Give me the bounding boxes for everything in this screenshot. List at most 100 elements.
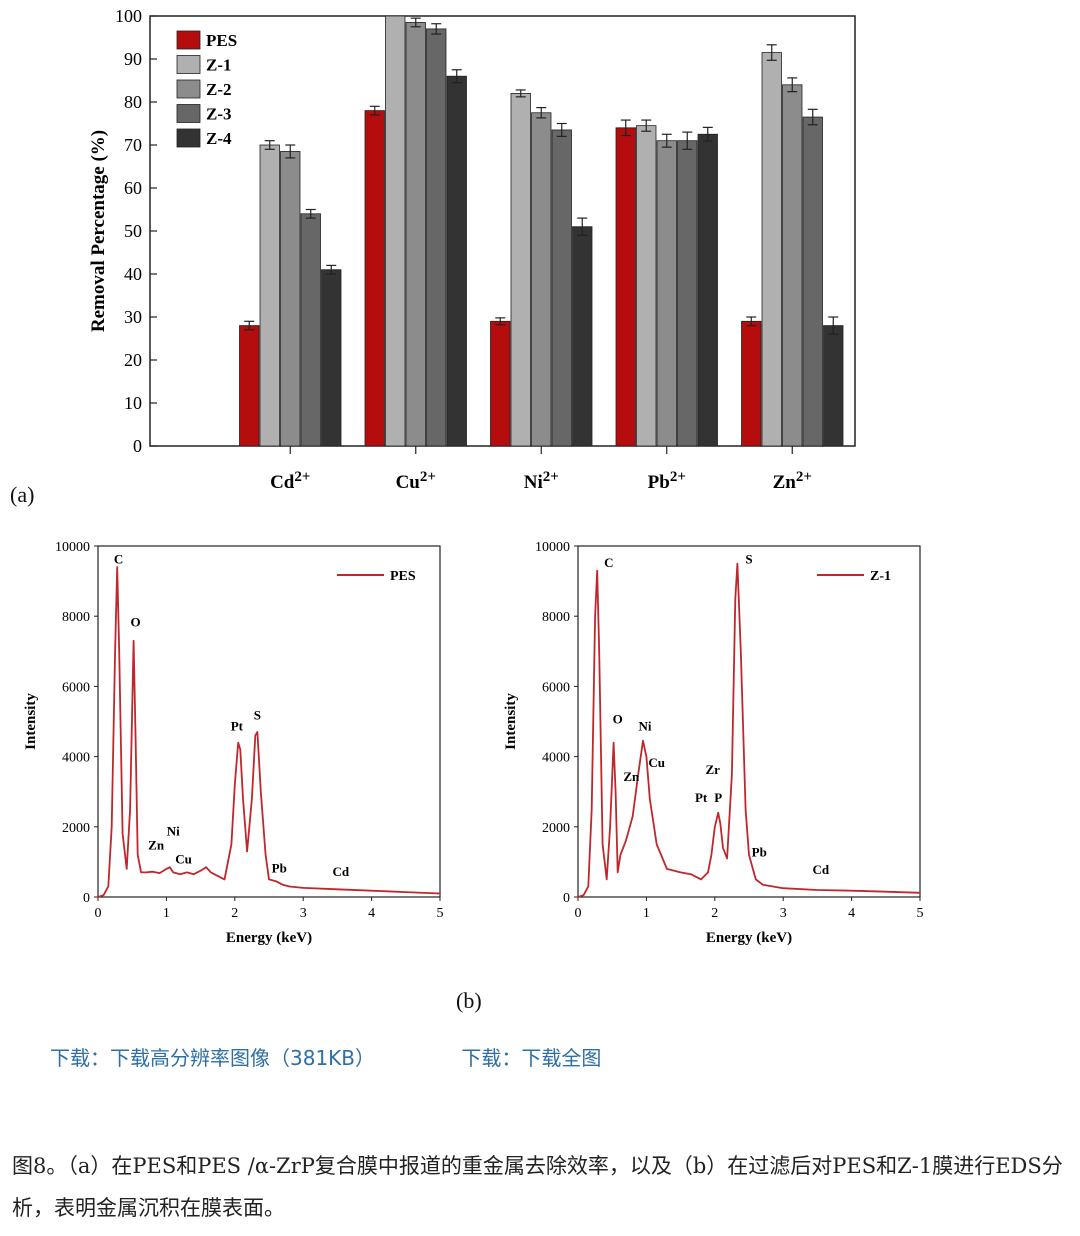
y-tick-label: 90 xyxy=(124,49,142,69)
spectrum-line xyxy=(97,566,441,898)
peak-label-s: S xyxy=(254,708,261,723)
peak-label-s: S xyxy=(745,552,752,567)
x-tick-label: 4 xyxy=(368,906,375,921)
legend-swatch-z-2 xyxy=(176,79,201,99)
y-tick-label: 0 xyxy=(83,891,90,906)
peak-label-pt: Pt xyxy=(231,718,244,733)
download-hires-link[interactable]: 下载：下载高分辨率图像（381KB） xyxy=(50,1046,376,1070)
peak-label-o: O xyxy=(613,711,623,726)
bar-z-4 xyxy=(572,226,593,447)
y-tick-label: 2000 xyxy=(542,821,570,836)
bar-z-1 xyxy=(636,125,657,447)
bar-z-3 xyxy=(300,213,321,447)
bar-z-2 xyxy=(531,112,552,447)
peak-label-cu: Cu xyxy=(175,852,192,867)
bar-z-3 xyxy=(677,140,698,447)
peak-label-pb: Pb xyxy=(752,845,767,860)
category-label-cu: Cu2+ xyxy=(396,469,436,493)
spectrum-line xyxy=(577,562,921,898)
bar-z-1 xyxy=(761,52,782,447)
x-tick-label: 5 xyxy=(437,906,444,921)
y-tick-label: 2000 xyxy=(62,821,90,836)
bar-z-3 xyxy=(802,116,823,447)
x-tick-label: 3 xyxy=(300,906,307,921)
category-label-cd: Cd2+ xyxy=(270,469,310,493)
peak-label-cu: Cu xyxy=(648,755,665,770)
legend-label-z-1: Z-1 xyxy=(206,56,232,75)
legend-label-z-4: Z-4 xyxy=(206,129,232,148)
x-tick-label: 4 xyxy=(848,906,855,921)
bar-pes xyxy=(490,320,511,447)
legend-swatch-z-1 xyxy=(176,55,201,74)
x-tick-label: 2 xyxy=(231,906,238,921)
y-tick-label: 10000 xyxy=(55,540,90,555)
y-tick-label: 100 xyxy=(115,6,142,26)
peak-label-ni: Ni xyxy=(639,718,652,733)
y-tick-label: 0 xyxy=(133,436,142,456)
panel-label-b: (b) xyxy=(456,988,482,1013)
legend-swatch-z-3 xyxy=(176,104,201,123)
x-tick-label: 1 xyxy=(163,906,170,921)
bar-z-4 xyxy=(446,75,467,447)
peak-label-cd: Cd xyxy=(333,864,350,879)
x-tick-label: 2 xyxy=(711,906,718,921)
bar-pes xyxy=(615,127,636,447)
legend-label-pes: PES xyxy=(206,31,237,50)
panel-label-a: (a) xyxy=(10,482,35,507)
peak-label-pb: Pb xyxy=(272,860,287,875)
bar-chart: 0 10 20 30 40 50 60 70 80 90 100 Removal Percentage… xyxy=(88,6,856,493)
bar-pes xyxy=(239,325,260,447)
bar-z-1 xyxy=(385,15,406,447)
bar-z-2 xyxy=(280,151,301,447)
y-tick-label: 30 xyxy=(124,307,142,327)
peak-label-pt: Pt xyxy=(695,790,708,805)
peak-label-c: C xyxy=(114,552,123,567)
y-tick-label: 6000 xyxy=(62,680,90,695)
y-tick-label: 4000 xyxy=(62,751,90,766)
y-tick-label: 60 xyxy=(124,178,142,198)
y-axis-label: Removal Percentage (%) xyxy=(88,130,109,332)
legend: PES Z-1 Z-2 Z-3 Z-4 xyxy=(176,30,237,148)
peak-label-p: P xyxy=(714,790,722,805)
peak-label-zr: Zr xyxy=(706,762,721,777)
legend-label-z-3: Z-3 xyxy=(206,105,232,124)
x-tick-label: 1 xyxy=(643,906,650,921)
peak-label-cd: Cd xyxy=(813,862,830,877)
y-tick-label: 0 xyxy=(563,891,570,906)
plot-frame xyxy=(577,545,921,898)
y-axis-label: Intensity xyxy=(23,693,39,750)
bar-z-4 xyxy=(697,133,718,447)
legend-swatch-z-4 xyxy=(176,128,201,148)
bar-pes xyxy=(364,110,385,447)
y-tick-label: 10000 xyxy=(535,540,570,555)
y-tick-label: 50 xyxy=(124,221,142,241)
y-tick-label: 8000 xyxy=(542,610,570,625)
category-label-zn: Zn2+ xyxy=(773,469,812,493)
legend-swatch-pes xyxy=(176,30,201,50)
y-tick-label: 4000 xyxy=(542,751,570,766)
category-label-ni: Ni2+ xyxy=(524,469,559,493)
bar-z-4 xyxy=(321,269,342,447)
x-tick-label: 0 xyxy=(575,906,582,921)
legend-label: PES xyxy=(390,569,416,584)
x-axis-label: Energy (keV) xyxy=(706,930,792,946)
y-tick-label: 10 xyxy=(124,393,142,413)
legend-label: Z-1 xyxy=(870,569,891,584)
y-tick-label: 8000 xyxy=(62,610,90,625)
bar-z-2 xyxy=(782,84,803,447)
y-axis-label: Intensity xyxy=(503,693,519,750)
bar-z-2 xyxy=(405,22,426,447)
bar-z-1 xyxy=(510,93,531,447)
eds-spectrum-pes: 0 2000 4000 6000 8000 10000 0 1 2 3 4 5 Energy (keV)… xyxy=(23,540,444,946)
download-full-link[interactable]: 下载：下载全图 xyxy=(461,1046,602,1070)
bar-z-4 xyxy=(823,325,844,447)
x-tick-label: 0 xyxy=(95,906,102,921)
bar-z-3 xyxy=(426,28,447,447)
plot-frame xyxy=(97,545,441,898)
peak-label-zn: Zn xyxy=(148,838,165,853)
figure-caption: 图8。（a）在PES和PES /α-ZrP复合膜中报道的重金属去除效率，以及（b… xyxy=(12,1154,1063,1220)
bar-z-1 xyxy=(259,144,280,447)
download-links: 下载：下载高分辨率图像（381KB） 下载：下载全图 xyxy=(50,1042,601,1071)
x-axis-label: Energy (keV) xyxy=(226,930,312,946)
x-tick-label: 3 xyxy=(780,906,787,921)
